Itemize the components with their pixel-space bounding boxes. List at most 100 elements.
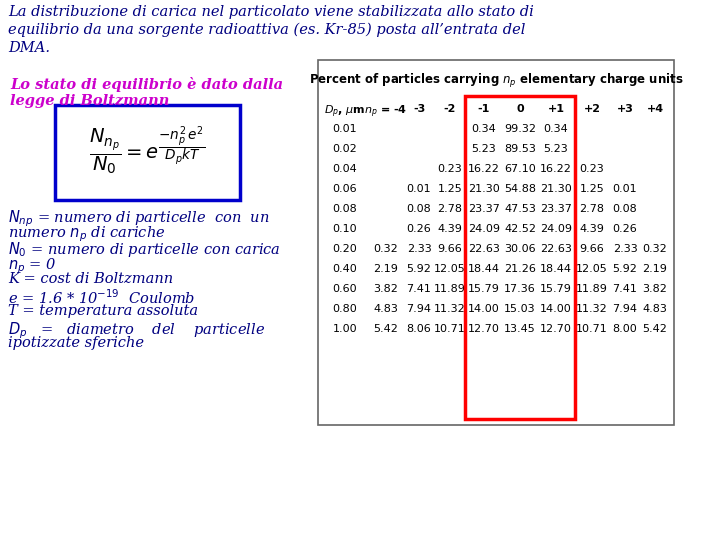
- Text: 1.00: 1.00: [333, 324, 357, 334]
- Text: 8.00: 8.00: [613, 324, 637, 334]
- Text: $n_p$ = 0: $n_p$ = 0: [8, 256, 57, 275]
- Text: 47.53: 47.53: [504, 204, 536, 214]
- Text: legge di Boltzmann: legge di Boltzmann: [10, 94, 169, 108]
- Text: 2.33: 2.33: [407, 244, 431, 254]
- Text: 4.39: 4.39: [438, 224, 462, 234]
- Text: 0.26: 0.26: [407, 224, 431, 234]
- Text: 2.33: 2.33: [613, 244, 637, 254]
- Text: 15.79: 15.79: [540, 284, 572, 294]
- Text: 24.09: 24.09: [468, 224, 500, 234]
- Text: 54.88: 54.88: [504, 184, 536, 194]
- Text: 2.19: 2.19: [374, 264, 398, 274]
- Text: 5.23: 5.23: [544, 144, 568, 154]
- Text: 0.40: 0.40: [333, 264, 357, 274]
- Text: $n_p$ = -4: $n_p$ = -4: [364, 104, 408, 120]
- Text: 4.39: 4.39: [580, 224, 604, 234]
- Text: DMA.: DMA.: [8, 41, 50, 55]
- Text: Percent of particles carrying $n_p$ elementary charge units: Percent of particles carrying $n_p$ elem…: [309, 72, 683, 90]
- Text: T = temperatura assoluta: T = temperatura assoluta: [8, 304, 198, 318]
- Text: $N_0$ = numero di particelle con carica: $N_0$ = numero di particelle con carica: [8, 240, 281, 259]
- Text: 16.22: 16.22: [540, 164, 572, 174]
- Text: 2.78: 2.78: [438, 204, 462, 214]
- Text: 0.08: 0.08: [613, 204, 637, 214]
- Text: 10.71: 10.71: [434, 324, 466, 334]
- Text: ipotizzate sferiche: ipotizzate sferiche: [8, 336, 144, 350]
- Text: 12.70: 12.70: [468, 324, 500, 334]
- Text: 1.25: 1.25: [438, 184, 462, 194]
- Text: numero $n_p$ di cariche: numero $n_p$ di cariche: [8, 224, 166, 244]
- Text: 23.37: 23.37: [540, 204, 572, 214]
- Text: 99.32: 99.32: [504, 124, 536, 134]
- Text: $\dfrac{N_{n_p}}{N_0} = e^{\dfrac{-n^2_p\,e^2}{D_p k T}}$: $\dfrac{N_{n_p}}{N_0} = e^{\dfrac{-n^2_p…: [89, 124, 206, 177]
- Text: 0.80: 0.80: [333, 304, 357, 314]
- Text: K = cost di Boltzmann: K = cost di Boltzmann: [8, 272, 173, 286]
- Text: -1: -1: [478, 104, 490, 114]
- Text: 4.83: 4.83: [642, 304, 667, 314]
- Text: 30.06: 30.06: [504, 244, 536, 254]
- Text: 23.37: 23.37: [468, 204, 500, 214]
- Text: $N_{np}$ = numero di particelle  con  un: $N_{np}$ = numero di particelle con un: [8, 208, 270, 228]
- Text: 5.92: 5.92: [407, 264, 431, 274]
- Text: 7.94: 7.94: [407, 304, 431, 314]
- Text: 0.23: 0.23: [438, 164, 462, 174]
- Text: 0.10: 0.10: [333, 224, 357, 234]
- Text: 15.79: 15.79: [468, 284, 500, 294]
- Bar: [318, 60, 674, 425]
- Text: 5.23: 5.23: [472, 144, 496, 154]
- Text: 0.32: 0.32: [643, 244, 667, 254]
- Text: 12.70: 12.70: [540, 324, 572, 334]
- Text: 24.09: 24.09: [540, 224, 572, 234]
- Text: 0.02: 0.02: [333, 144, 357, 154]
- Text: 5.42: 5.42: [642, 324, 667, 334]
- Text: 9.66: 9.66: [438, 244, 462, 254]
- Text: 0: 0: [516, 104, 524, 114]
- Text: +1: +1: [547, 104, 564, 114]
- Text: 11.89: 11.89: [576, 284, 608, 294]
- Text: -3: -3: [413, 104, 425, 114]
- Text: 5.42: 5.42: [374, 324, 398, 334]
- Text: 21.26: 21.26: [504, 264, 536, 274]
- Text: 0.32: 0.32: [374, 244, 398, 254]
- Text: 3.82: 3.82: [642, 284, 667, 294]
- Text: 13.45: 13.45: [504, 324, 536, 334]
- Text: 1.25: 1.25: [580, 184, 604, 194]
- Text: -2: -2: [444, 104, 456, 114]
- Text: 9.66: 9.66: [580, 244, 604, 254]
- Text: 21.30: 21.30: [540, 184, 572, 194]
- Text: 12.05: 12.05: [434, 264, 466, 274]
- Bar: [55, 105, 240, 200]
- Text: 0.06: 0.06: [333, 184, 357, 194]
- Text: 0.26: 0.26: [613, 224, 637, 234]
- Bar: [465, 96, 575, 419]
- Text: 0.20: 0.20: [333, 244, 357, 254]
- Text: 0.04: 0.04: [333, 164, 357, 174]
- Text: 15.03: 15.03: [504, 304, 536, 314]
- Text: 18.44: 18.44: [540, 264, 572, 274]
- Text: Lo stato di equilibrio è dato dalla: Lo stato di equilibrio è dato dalla: [10, 77, 283, 92]
- Text: 17.36: 17.36: [504, 284, 536, 294]
- Text: 0.23: 0.23: [580, 164, 604, 174]
- Text: 0.08: 0.08: [333, 204, 357, 214]
- Text: 0.01: 0.01: [613, 184, 637, 194]
- Text: 11.89: 11.89: [434, 284, 466, 294]
- Text: +3: +3: [616, 104, 634, 114]
- Text: +4: +4: [647, 104, 664, 114]
- Text: 0.01: 0.01: [333, 124, 357, 134]
- Text: 0.60: 0.60: [333, 284, 357, 294]
- Text: +2: +2: [583, 104, 600, 114]
- Text: 2.19: 2.19: [642, 264, 667, 274]
- Text: 14.00: 14.00: [468, 304, 500, 314]
- Text: 0.08: 0.08: [407, 204, 431, 214]
- Text: 14.00: 14.00: [540, 304, 572, 314]
- Text: 7.94: 7.94: [613, 304, 637, 314]
- Text: 7.41: 7.41: [613, 284, 637, 294]
- Text: 12.05: 12.05: [576, 264, 608, 274]
- Text: 16.22: 16.22: [468, 164, 500, 174]
- Text: 0.01: 0.01: [407, 184, 431, 194]
- Text: 8.06: 8.06: [407, 324, 431, 334]
- Text: 22.63: 22.63: [468, 244, 500, 254]
- Text: equilibrio da una sorgente radioattiva (es. Kr-85) posta all’entrata del: equilibrio da una sorgente radioattiva (…: [8, 23, 526, 37]
- Text: e = 1.6 * 10$^{-19}$  Coulomb: e = 1.6 * 10$^{-19}$ Coulomb: [8, 288, 195, 307]
- Text: 22.63: 22.63: [540, 244, 572, 254]
- Text: 0.34: 0.34: [544, 124, 568, 134]
